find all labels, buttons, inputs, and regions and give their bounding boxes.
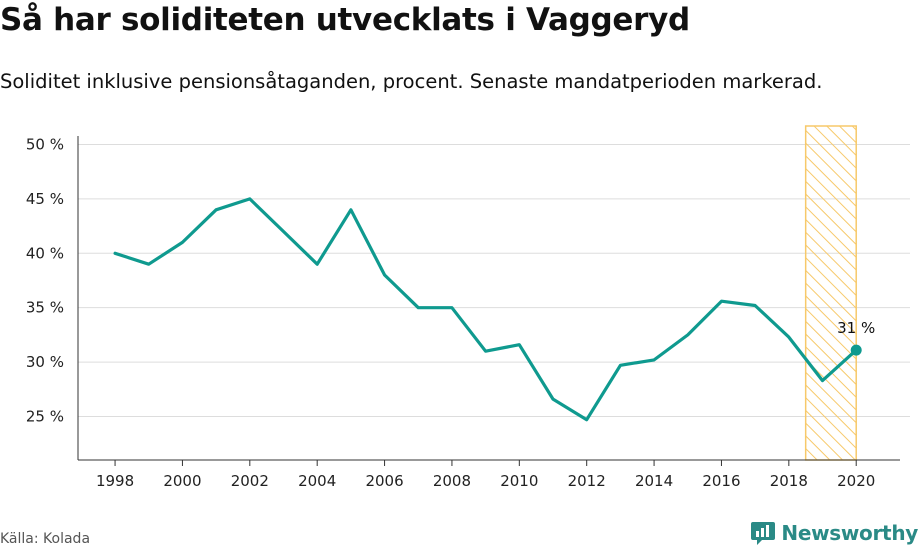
chart-subtitle: Soliditet inklusive pensionsåtaganden, p… — [0, 70, 823, 93]
y-tick-label: 35 % — [26, 299, 64, 317]
x-tick-label: 2010 — [500, 472, 538, 490]
x-tick-label: 2012 — [568, 472, 606, 490]
last-value-label: 31 % — [837, 319, 875, 337]
chart-title: Så har soliditeten utvecklats i Vaggeryd — [0, 2, 690, 38]
x-tick-label: 2002 — [231, 472, 269, 490]
x-tick-label: 2016 — [702, 472, 740, 490]
y-tick-label: 30 % — [26, 353, 64, 371]
newsworthy-chart-icon — [751, 522, 776, 545]
x-tick-label: 2006 — [365, 472, 403, 490]
x-tick-label: 2014 — [635, 472, 673, 490]
x-tick-label: 2004 — [298, 472, 336, 490]
y-tick-label: 25 % — [26, 407, 64, 425]
y-tick-label: 40 % — [26, 244, 64, 262]
newsworthy-logo: Newsworthy — [751, 520, 918, 546]
last-data-point — [850, 344, 862, 356]
logo-text: Newsworthy — [781, 521, 918, 545]
y-tick-label: 50 % — [26, 135, 64, 153]
x-tick-label: 2018 — [770, 472, 808, 490]
x-tick-label: 2000 — [163, 472, 201, 490]
y-tick-label: 45 % — [26, 190, 64, 208]
x-tick-label: 1998 — [96, 472, 134, 490]
x-tick-label: 2008 — [433, 472, 471, 490]
series-line — [113, 197, 858, 422]
highlight-band — [804, 125, 857, 461]
x-tick-label: 2020 — [837, 472, 875, 490]
line-chart: 25 % 30 % 35 % 40 % 45 % 50 % 1998 2000 2002 2004… — [26, 125, 910, 490]
source-note: Källa: Kolada — [0, 531, 91, 547]
